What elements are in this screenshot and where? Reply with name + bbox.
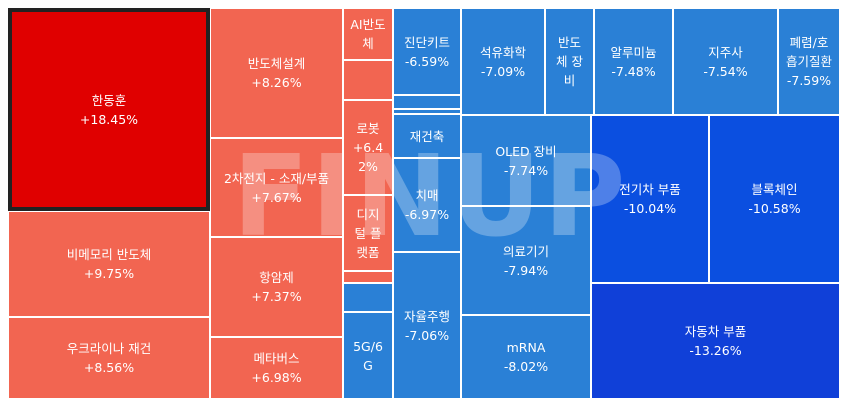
treemap-tile[interactable]: 석유화학 -7.09% [461, 8, 545, 115]
treemap-tile[interactable]: 2차전지 - 소재/부품 +7.67% [210, 138, 343, 237]
tile-change-value: -10.04% [623, 201, 677, 216]
tile-change-value: -7.54% [703, 63, 748, 79]
treemap-tile[interactable]: 자율주행 -7.06% [393, 252, 461, 399]
tile-label: mRNA [506, 340, 546, 355]
tile-change-value: -10.58% [748, 201, 801, 216]
tile-change-value: -7.74% [503, 162, 549, 178]
treemap-tile[interactable]: 재건축 [393, 114, 461, 158]
tile-change-value: -7.94% [503, 262, 549, 278]
treemap-tile[interactable]: 메타버스 +6.98% [210, 337, 343, 399]
treemap-tile[interactable]: 의료기기 -7.94% [461, 206, 591, 315]
tile-label: 석유화학 [479, 44, 526, 60]
tile-label: 알루미늄 [610, 44, 657, 60]
treemap-tile[interactable]: 항암제 +7.37% [210, 237, 343, 337]
treemap-tile[interactable] [393, 95, 461, 109]
treemap-tile[interactable]: 디지 털 플 랫폼 [343, 195, 393, 271]
tile-label: 의료기기 [502, 243, 549, 259]
treemap-tile[interactable]: AI반도 체 [343, 8, 393, 60]
treemap-tile[interactable]: 치매 -6.97% [393, 158, 461, 252]
tile-label: 우크라이나 재건 [66, 341, 152, 356]
tile-label: 진단키트 [403, 34, 450, 50]
tile-change-value: -7.06% [404, 327, 450, 343]
tile-label: 디지 털 플 랫폼 [354, 206, 382, 260]
tile-label: 2차전지 - 소재/부품 [223, 170, 330, 186]
treemap-tile[interactable]: OLED 장비 -7.74% [461, 115, 591, 206]
treemap-tile[interactable]: 반도체설계 +8.26% [210, 8, 343, 138]
tile-label: 비메모리 반도체 [66, 247, 152, 262]
treemap-tile[interactable] [393, 109, 461, 114]
tile-label: 로봇 +6.4 2% [352, 121, 384, 174]
treemap-tile[interactable]: 비메모리 반도체 +9.75% [8, 211, 210, 317]
treemap-tile[interactable]: 폐렴/호 흡기질환 -7.59% [778, 8, 840, 115]
tile-label: 블록체인 [751, 182, 798, 197]
tile-change-value: -8.02% [503, 359, 549, 374]
tile-change-value: -7.09% [480, 63, 526, 79]
treemap-tile[interactable]: 지주사 -7.54% [673, 8, 778, 115]
tile-label: 자동차 부품 [684, 324, 747, 339]
treemap-tile[interactable]: 우크라이나 재건 +8.56% [8, 317, 210, 399]
treemap-tile[interactable] [343, 60, 393, 100]
tile-change-value: -7.48% [611, 63, 656, 79]
tile-label: 메타버스 [253, 351, 300, 366]
tile-change-value: +8.26% [251, 75, 302, 90]
treemap-tile[interactable]: 5G/6 G [343, 312, 393, 399]
tile-label: OLED 장비 [495, 143, 557, 159]
tile-label: 치매 [415, 188, 439, 203]
treemap-tile[interactable]: 자동차 부품 -13.26% [591, 283, 840, 399]
tile-label: 항암제 [259, 270, 294, 285]
tile-change-value: +8.56% [83, 360, 135, 375]
treemap-tile[interactable]: 진단키트 -6.59% [393, 8, 461, 95]
tile-label: 반도체설계 [247, 56, 306, 71]
tile-label: 전기차 부품 [619, 182, 681, 197]
tile-change-value: +18.45% [79, 111, 139, 127]
treemap-tile[interactable]: 블록체인 -10.58% [709, 115, 840, 283]
treemap-tile[interactable]: mRNA -8.02% [461, 315, 591, 399]
tile-label: 한동훈 [91, 92, 127, 108]
treemap-tile[interactable]: 전기차 부품 -10.04% [591, 115, 709, 283]
tile-label: 폐렴/호 흡기질환 [785, 35, 832, 69]
tile-label: 재건축 [409, 128, 445, 144]
tile-label: 5G/6 G [353, 338, 383, 373]
tile-change-value: +6.98% [251, 370, 302, 385]
treemap-tile[interactable]: 로봇 +6.4 2% [343, 100, 393, 195]
treemap-tile[interactable] [343, 271, 393, 283]
tile-change-value: +9.75% [83, 266, 135, 281]
tile-change-value: -6.59% [404, 53, 450, 69]
tile-change-value: +7.37% [251, 289, 302, 304]
tile-label: 자율주행 [403, 308, 450, 324]
tile-change-value: -6.97% [404, 207, 450, 222]
treemap-tile[interactable] [343, 283, 393, 312]
tile-change-value: -7.59% [786, 73, 832, 88]
treemap-tile[interactable]: 한동훈 +18.45% [8, 8, 210, 211]
tile-change-value: +7.67% [251, 189, 302, 205]
tile-label: AI반도 체 [350, 17, 386, 51]
treemap-tile[interactable]: 알루미늄 -7.48% [594, 8, 673, 115]
tile-change-value: -13.26% [689, 343, 742, 358]
tile-label: 지주사 [708, 44, 743, 60]
